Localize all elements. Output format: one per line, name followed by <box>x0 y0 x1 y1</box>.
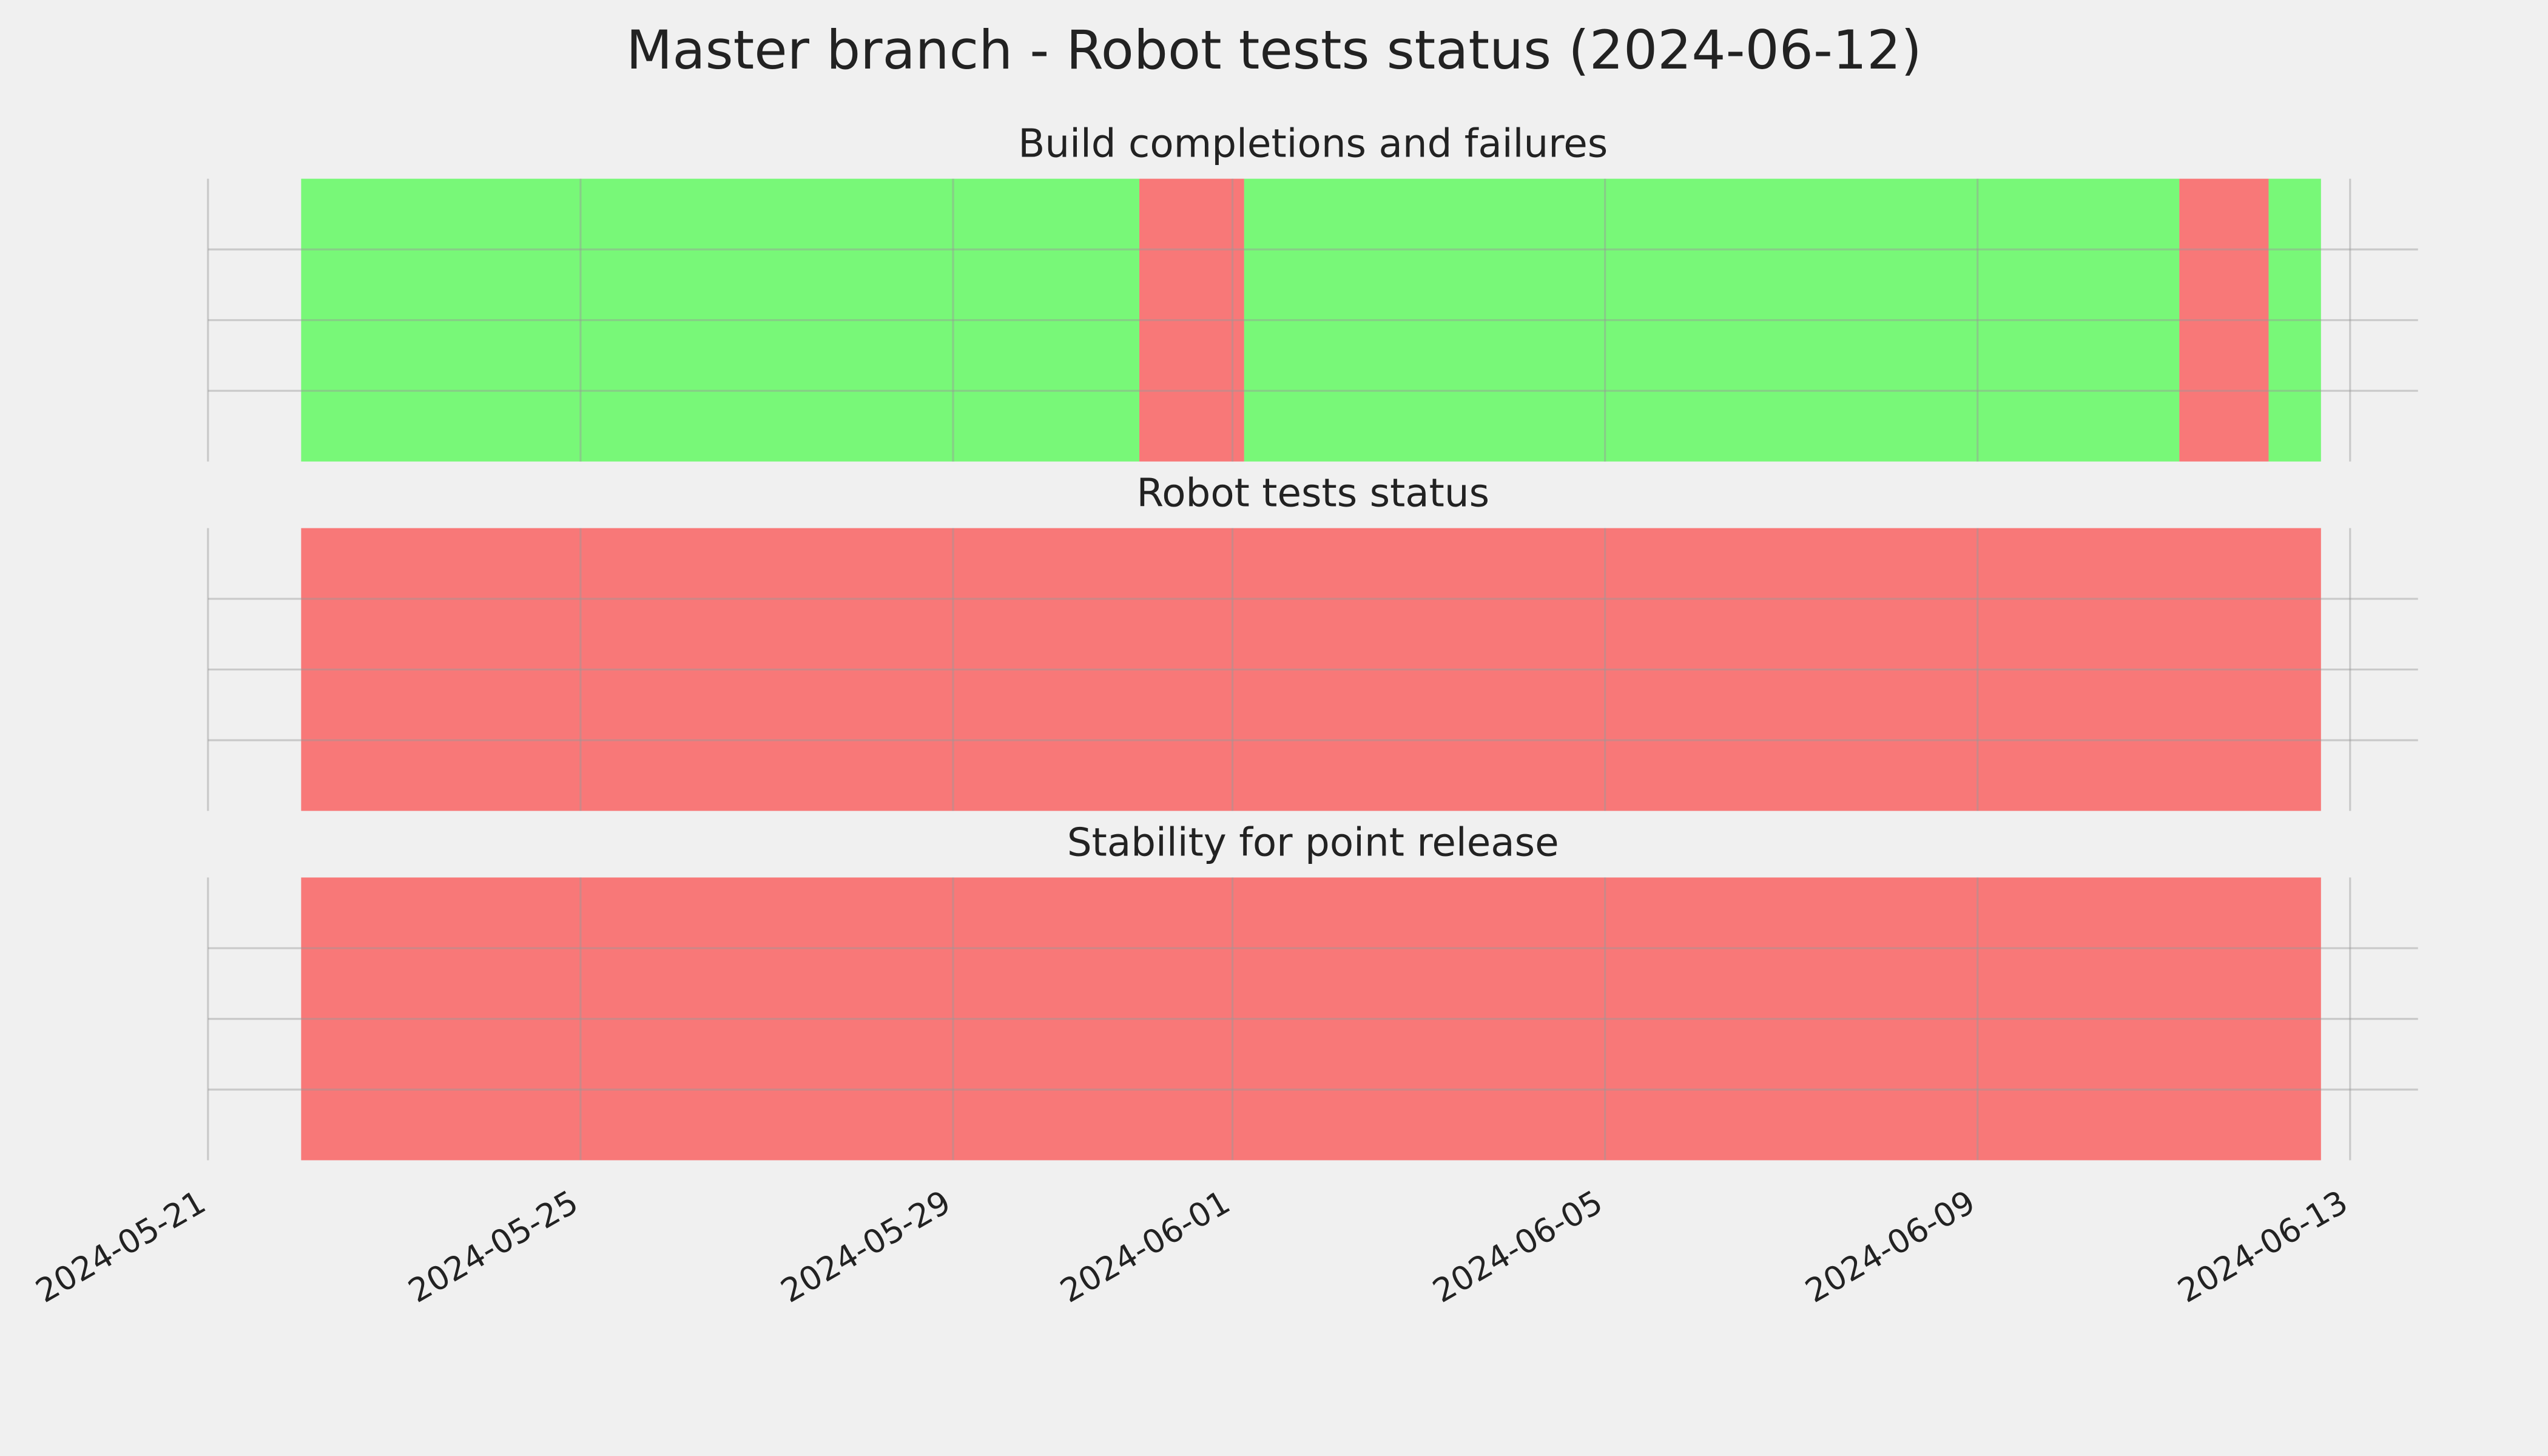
status-segment <box>301 178 1140 462</box>
status-segment <box>301 877 2321 1161</box>
figure-title: Master branch - Robot tests status (2024… <box>626 19 1922 81</box>
status-segment <box>301 528 2321 811</box>
subplot-title: Stability for point release <box>1067 820 1559 865</box>
subplot-title: Robot tests status <box>1136 471 1489 516</box>
status-segment <box>2179 178 2269 462</box>
status-segment <box>1244 178 2180 462</box>
status-segment <box>2268 178 2321 462</box>
status-segment <box>1139 178 1244 462</box>
subplot-title: Build completions and failures <box>1018 121 1608 167</box>
